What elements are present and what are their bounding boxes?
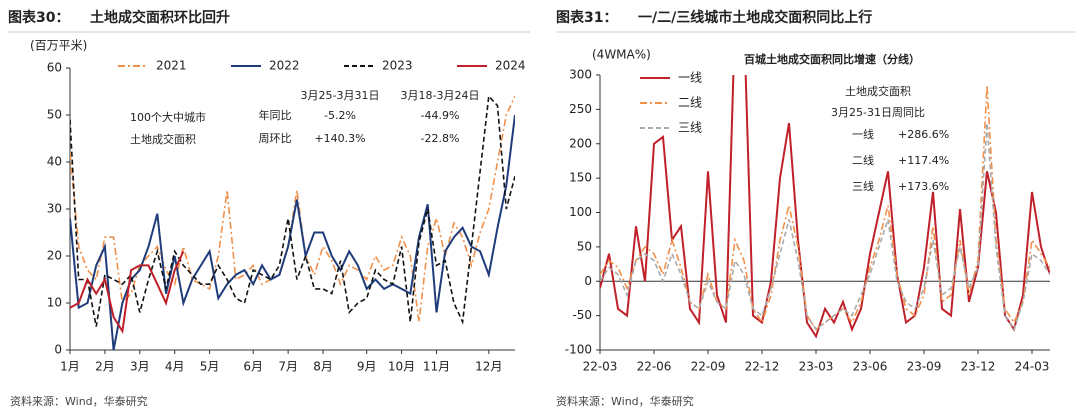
annotation-cell: 周环比 — [259, 132, 292, 145]
x-tick-label: 4月 — [165, 360, 185, 374]
chart-title-label: 图表30： — [8, 9, 69, 26]
x-tick-label: 7月 — [278, 360, 298, 374]
plot-area — [70, 94, 515, 350]
x-tick-label: 12月 — [475, 360, 502, 374]
series-line — [70, 114, 515, 350]
x-tick-label: 22-12 — [745, 360, 780, 374]
x-tick-label: 3月 — [130, 360, 150, 374]
annotation-cell: 二线 — [852, 153, 874, 167]
y-tick-label: -100 — [565, 343, 592, 357]
y-tick-label: 150 — [569, 171, 592, 185]
y-tick-label: 300 — [569, 68, 592, 82]
annotation-text: 3月25-31日周同比 — [831, 106, 925, 119]
x-tick-label: 22-06 — [637, 360, 672, 374]
legend-label: 2023 — [382, 59, 413, 73]
series-line — [70, 95, 515, 322]
y-tick-label: 10 — [47, 296, 62, 310]
x-tick-label: 2月 — [95, 360, 115, 374]
series-line — [70, 94, 515, 327]
y-tick-label: 50 — [47, 108, 62, 122]
y-axis-label: (4WMA%) — [592, 48, 651, 62]
chart-title-label: 图表31： — [556, 9, 617, 26]
legend-label: 二线 — [678, 96, 702, 110]
x-tick-label: 23-12 — [961, 360, 996, 374]
annotation-cell: -44.9% — [421, 109, 460, 122]
annotation-text: 土地成交面积 — [130, 132, 196, 146]
legend-label: 2022 — [269, 59, 300, 73]
x-tick-label: 23-03 — [799, 360, 834, 374]
y-tick-label: 250 — [569, 102, 592, 116]
x-tick-label: 22-09 — [691, 360, 726, 374]
legend-label: 一线 — [678, 71, 702, 85]
chart-title: 土地成交面积环比回升 — [90, 9, 230, 26]
y-axis-label: (百万平米) — [30, 39, 87, 53]
y-tick-label: 30 — [47, 202, 62, 216]
y-tick-label: 50 — [577, 239, 592, 253]
y-tick-label: 0 — [584, 274, 592, 288]
annotation-header: 3月25-3月31日 — [301, 89, 380, 102]
y-tick-label: 0 — [54, 343, 62, 357]
series-line — [70, 250, 185, 335]
x-tick-label: 8月 — [313, 360, 333, 374]
annotation-cell: -5.2% — [324, 109, 356, 122]
y-tick-label: -50 — [572, 308, 592, 322]
legend-label: 2024 — [495, 59, 526, 73]
chart-title: 一/二/三线城市土地成交面积同比上行 — [638, 9, 872, 26]
source-note: 资料来源：Wind，华泰研究 — [556, 394, 694, 408]
x-tick-label: 6月 — [243, 360, 263, 374]
chart-subtitle: 百城土地成交面积同比增速（分线） — [744, 52, 920, 66]
annotation-text: 100个大中城市 — [130, 110, 206, 124]
y-tick-label: 100 — [569, 205, 592, 219]
annotation-cell: +117.4% — [898, 154, 949, 167]
series-line — [600, 75, 1050, 339]
x-tick-label: 1月 — [60, 360, 80, 374]
legend-label: 三线 — [678, 121, 702, 135]
x-tick-label: 24-03 — [1015, 360, 1050, 374]
annotation-cell: +286.6% — [898, 128, 949, 141]
annotation-cell: +173.6% — [898, 180, 949, 193]
annotation-cell: 三线 — [852, 179, 874, 193]
x-tick-label: 22-03 — [583, 360, 618, 374]
source-note: 资料来源：Wind，华泰研究 — [10, 394, 148, 408]
annotation-cell: -22.8% — [421, 132, 460, 145]
x-tick-label: 5月 — [200, 360, 220, 374]
x-tick-label: 23-06 — [853, 360, 888, 374]
x-tick-label: 9月 — [357, 360, 377, 374]
annotation-cell: 一线 — [852, 127, 874, 141]
y-tick-label: 60 — [47, 61, 62, 75]
x-tick-label: 23-09 — [907, 360, 942, 374]
y-tick-label: 200 — [569, 136, 592, 150]
x-tick-label: 11月 — [423, 360, 450, 374]
x-tick-label: 10月 — [388, 360, 415, 374]
y-tick-label: 40 — [47, 155, 62, 169]
annotation-cell: 年同比 — [259, 108, 292, 122]
annotation-text: 土地成交面积 — [845, 84, 911, 98]
annotation-header: 3月18-3月24日 — [401, 89, 480, 102]
plot-area — [600, 75, 1050, 339]
legend-label: 2021 — [156, 59, 187, 73]
annotation-cell: +140.3% — [314, 132, 365, 145]
series-line — [600, 85, 1050, 331]
y-tick-label: 20 — [47, 249, 62, 263]
